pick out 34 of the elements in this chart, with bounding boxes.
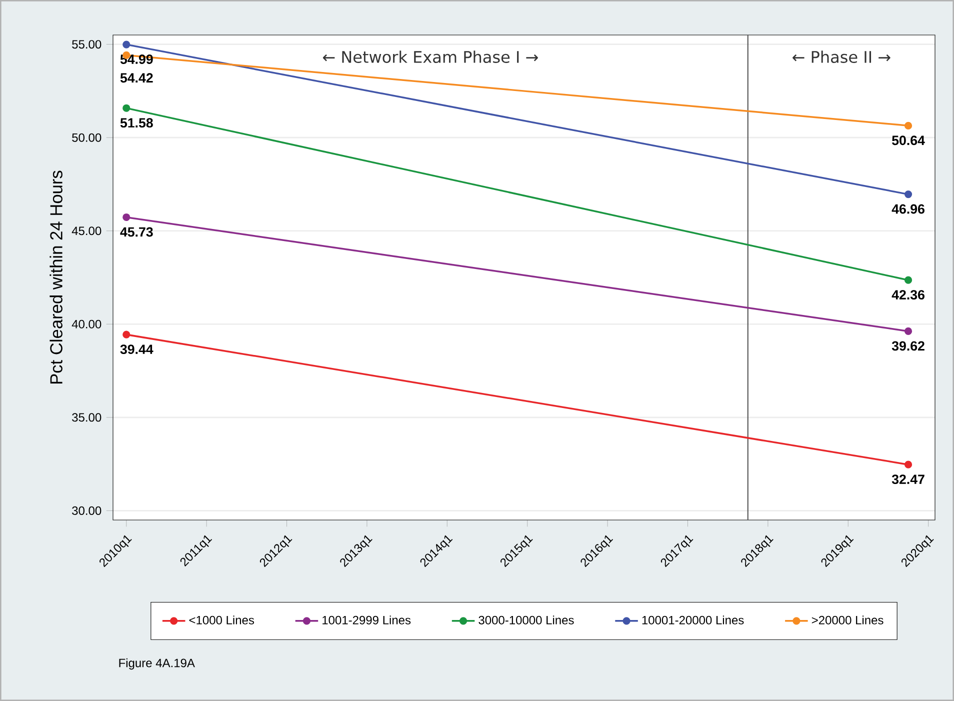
data-label: 42.36: [892, 290, 924, 300]
legend-label: <1000 Lines: [189, 616, 254, 624]
data-label: 54.42: [120, 73, 153, 83]
data-label: 39.62: [892, 341, 924, 351]
point: [904, 122, 912, 130]
data-label: 32.47: [892, 474, 924, 484]
legend-label: 10001-20000 Lines: [642, 616, 744, 624]
y-tick-label: 55.00: [72, 40, 102, 49]
data-label: 39.44: [120, 344, 154, 354]
y-tick-label: 50.00: [72, 133, 102, 142]
point: [122, 104, 130, 112]
annotation: ← Phase II →: [792, 50, 890, 64]
y-tick-label: 35.00: [72, 413, 102, 422]
point: [122, 40, 130, 48]
data-label: 50.64: [892, 136, 925, 146]
legend-label: 3000-10000 Lines: [478, 616, 574, 624]
caption: Figure 4A.19A: [119, 658, 195, 670]
y-tick-label: 40.00: [72, 320, 102, 328]
point: [904, 276, 912, 284]
point: [904, 327, 912, 336]
y-tick-label: 45.00: [72, 226, 102, 236]
annotation: ← Network Exam Phase I →: [322, 50, 538, 64]
y-axis-title: Pct Cleared within 24 Hours: [50, 170, 62, 384]
data-label: 54.99: [120, 54, 153, 64]
point: [122, 213, 130, 222]
y-tick-label: 30.00: [72, 506, 102, 515]
legend-label: 1001-2999 Lines: [322, 616, 411, 624]
data-label: 45.73: [120, 227, 153, 237]
data-label: 46.96: [892, 204, 924, 214]
point: [904, 460, 912, 468]
point: [904, 190, 912, 198]
legend-label: >20000 Lines: [812, 616, 884, 624]
point: [122, 330, 130, 338]
data-label: 51.58: [120, 118, 153, 128]
